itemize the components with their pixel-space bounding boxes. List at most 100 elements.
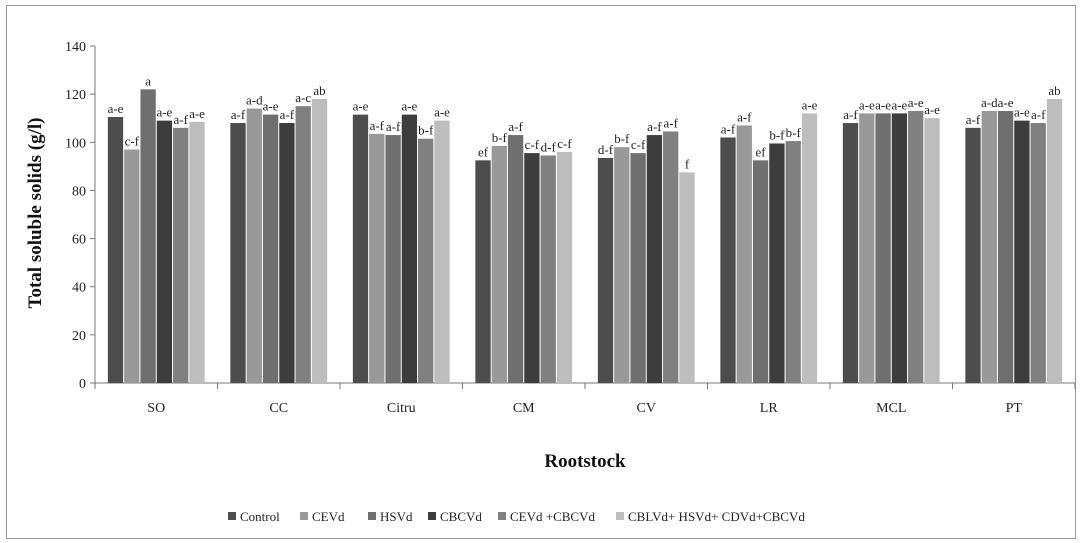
bar xyxy=(663,131,678,383)
data-label: b-f xyxy=(418,123,434,138)
data-label: a-f xyxy=(1031,107,1046,122)
data-label: a-e xyxy=(998,95,1014,110)
bar xyxy=(140,89,155,383)
data-label: d-f xyxy=(598,142,614,157)
x-axis-label: Rootstock xyxy=(544,451,626,472)
y-axis-label: Total soluble solids (g/l) xyxy=(25,118,46,309)
legend-label: CBCVd xyxy=(440,509,482,524)
data-label: a xyxy=(145,73,151,88)
bar xyxy=(475,160,490,383)
data-label: a-e xyxy=(859,97,875,112)
data-label: c-f xyxy=(525,137,540,152)
x-tick-label: CC xyxy=(269,401,288,416)
data-label: a-e xyxy=(189,106,205,121)
bar xyxy=(965,128,980,383)
bar xyxy=(720,137,735,383)
data-label: a-f xyxy=(966,112,981,127)
bar xyxy=(769,143,784,383)
data-label: a-e xyxy=(156,105,172,120)
data-label: a-e xyxy=(434,105,450,120)
y-tick-label: 40 xyxy=(72,281,86,296)
data-label: a-e xyxy=(875,97,891,112)
bar xyxy=(247,109,262,383)
legend-label: CEVd xyxy=(312,509,345,524)
bar xyxy=(312,99,327,383)
data-label: a-f xyxy=(370,118,385,133)
bar xyxy=(737,125,752,383)
data-label: a-e xyxy=(401,99,417,114)
bar xyxy=(230,123,245,383)
bar xyxy=(892,113,907,383)
bar xyxy=(924,118,939,383)
data-label: a-e xyxy=(1014,105,1030,120)
data-label: a-f xyxy=(386,119,401,134)
data-label: a-f xyxy=(173,112,188,127)
y-tick-label: 80 xyxy=(72,184,86,199)
legend-swatch xyxy=(368,512,376,520)
data-label: b-f xyxy=(492,130,508,145)
legend: Control CEVd HSVd CBCVd CEVd +CBCVd CBLVd+ HS… xyxy=(228,509,805,524)
bar xyxy=(541,156,556,383)
y-tick-label: 20 xyxy=(72,329,86,344)
bars-group xyxy=(108,89,1062,383)
bar xyxy=(982,111,997,383)
data-label: a-e xyxy=(908,95,924,110)
x-tick-label: CV xyxy=(637,401,656,416)
bar xyxy=(157,121,172,383)
data-label: a-e xyxy=(802,97,818,112)
legend-swatch xyxy=(616,512,624,520)
bar xyxy=(908,111,923,383)
bar xyxy=(402,115,417,383)
bar xyxy=(353,115,368,383)
x-tick-label: LR xyxy=(760,401,779,416)
data-label: a-e xyxy=(263,99,279,114)
data-label: c-f xyxy=(631,137,646,152)
bar xyxy=(753,160,768,383)
legend-label: CBLVd+ HSVd+ CDVd+CBCVd xyxy=(628,509,805,524)
data-label: b-f xyxy=(786,125,802,140)
legend-swatch xyxy=(498,512,506,520)
data-label: a-e xyxy=(924,102,940,117)
bar xyxy=(108,117,123,383)
bar xyxy=(557,152,572,383)
bar xyxy=(173,128,188,383)
data-label: a-d xyxy=(246,93,263,108)
data-label: a-e xyxy=(891,97,907,112)
data-label: ef xyxy=(756,144,767,159)
data-label: a-f xyxy=(508,119,523,134)
bar xyxy=(508,135,523,383)
bar xyxy=(385,135,400,383)
legend-swatch xyxy=(228,512,236,520)
data-label: f xyxy=(685,156,690,171)
data-label: a-d xyxy=(981,95,998,110)
bar xyxy=(679,172,694,383)
y-tick-label: 120 xyxy=(65,88,86,103)
legend-label: CEVd +CBCVd xyxy=(510,509,595,524)
x-tick-label: SO xyxy=(147,401,165,416)
bar xyxy=(418,139,433,383)
legend-swatch xyxy=(300,512,308,520)
bar xyxy=(802,113,817,383)
data-label: c-f xyxy=(125,134,140,149)
data-label: a-f xyxy=(843,107,858,122)
x-tick-label: Citru xyxy=(387,401,416,416)
bar xyxy=(647,135,662,383)
data-label: d-f xyxy=(541,140,557,155)
bar xyxy=(524,153,539,383)
bar xyxy=(998,111,1013,383)
bar xyxy=(614,147,629,383)
bar xyxy=(630,153,645,383)
x-tick-label: MCL xyxy=(876,401,906,416)
legend-label: HSVd xyxy=(380,509,413,524)
data-label: a-e xyxy=(108,101,124,116)
bar xyxy=(1031,123,1046,383)
data-label: b-f xyxy=(614,131,630,146)
data-label: a-f xyxy=(647,119,662,134)
data-label: a-f xyxy=(737,109,752,124)
data-label: c-f xyxy=(557,136,572,151)
bar xyxy=(263,115,278,383)
bar xyxy=(492,146,507,383)
bar xyxy=(859,113,874,383)
data-label: a-f xyxy=(231,107,246,122)
